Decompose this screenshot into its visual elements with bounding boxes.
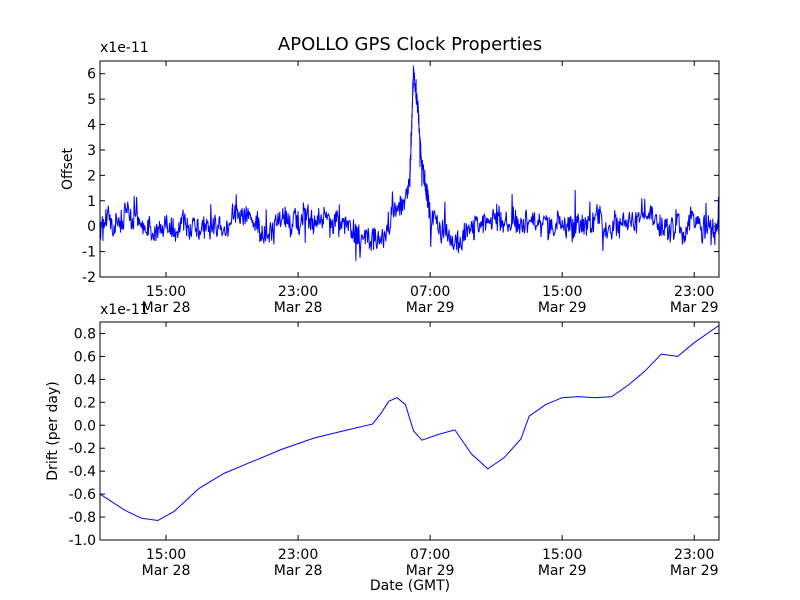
drift-multiplier-label: x1e-11 bbox=[100, 302, 149, 318]
drift-ticks: -1.0 -0.8 -0.6 -0.4 -0.2 0.0 0.2 0.4 0.6 0.8 15:00… bbox=[69, 322, 719, 579]
figure-title: APOLLO GPS Clock Properties bbox=[278, 34, 542, 55]
ytick-label: -0.4 bbox=[69, 464, 96, 480]
ytick-label: -0.2 bbox=[69, 441, 96, 457]
xtick-date-label: Mar 29 bbox=[406, 300, 455, 316]
xtick-date-label: Mar 29 bbox=[538, 563, 587, 579]
drift-panel: x1e-11 Drift (per day) Date (GMT) -1.0 -0… bbox=[45, 302, 720, 594]
offset-plot-frame bbox=[99, 60, 720, 278]
xtick-date-label: Mar 28 bbox=[274, 300, 323, 316]
drift-xlabel: Date (GMT) bbox=[370, 578, 450, 594]
drift-series-line bbox=[99, 324, 720, 522]
ytick-label: -0.6 bbox=[69, 487, 96, 503]
xtick-time-label: 15:00 bbox=[542, 547, 582, 563]
xtick-date-label: Mar 28 bbox=[142, 300, 191, 316]
ytick-label: -1.0 bbox=[69, 533, 96, 549]
ytick-label: 1 bbox=[87, 194, 96, 210]
ytick-label: 5 bbox=[87, 92, 96, 108]
ytick-label: 0.6 bbox=[74, 349, 96, 365]
offset-series-line bbox=[99, 65, 720, 262]
xtick-date-label: Mar 29 bbox=[538, 300, 587, 316]
xtick-time-label: 23:00 bbox=[674, 284, 714, 300]
offset-multiplier-label: x1e-11 bbox=[100, 40, 149, 56]
ytick-label: 0.4 bbox=[74, 372, 96, 388]
xtick-time-label: 07:00 bbox=[410, 284, 450, 300]
xtick-date-label: Mar 28 bbox=[274, 563, 323, 579]
offset-ylabel: Offset bbox=[60, 147, 76, 190]
ytick-label: 4 bbox=[87, 118, 96, 134]
xtick-date-label: Mar 29 bbox=[670, 300, 719, 316]
xtick-time-label: 23:00 bbox=[278, 547, 318, 563]
ytick-label: 0.0 bbox=[74, 418, 96, 434]
xtick-date-label: Mar 29 bbox=[406, 563, 455, 579]
ytick-label: -1 bbox=[82, 245, 96, 261]
xtick-time-label: 15:00 bbox=[146, 284, 186, 300]
ytick-label: -0.8 bbox=[69, 510, 96, 526]
drift-plot-frame bbox=[99, 321, 720, 541]
xtick-time-label: 07:00 bbox=[410, 547, 450, 563]
ytick-label: 0 bbox=[87, 219, 96, 235]
xtick-time-label: 23:00 bbox=[674, 547, 714, 563]
xtick-time-label: 23:00 bbox=[278, 284, 318, 300]
ytick-label: 0.2 bbox=[74, 395, 96, 411]
ytick-label: 6 bbox=[87, 67, 96, 83]
drift-ylabel: Drift (per day) bbox=[45, 381, 61, 480]
ytick-label: 0.8 bbox=[74, 326, 96, 342]
xtick-date-label: Mar 28 bbox=[142, 563, 191, 579]
xtick-time-label: 15:00 bbox=[542, 284, 582, 300]
xtick-time-label: 15:00 bbox=[146, 547, 186, 563]
xtick-date-label: Mar 29 bbox=[670, 563, 719, 579]
ytick-label: 2 bbox=[87, 168, 96, 184]
ytick-label: -2 bbox=[82, 270, 96, 286]
ytick-label: 3 bbox=[87, 143, 96, 159]
